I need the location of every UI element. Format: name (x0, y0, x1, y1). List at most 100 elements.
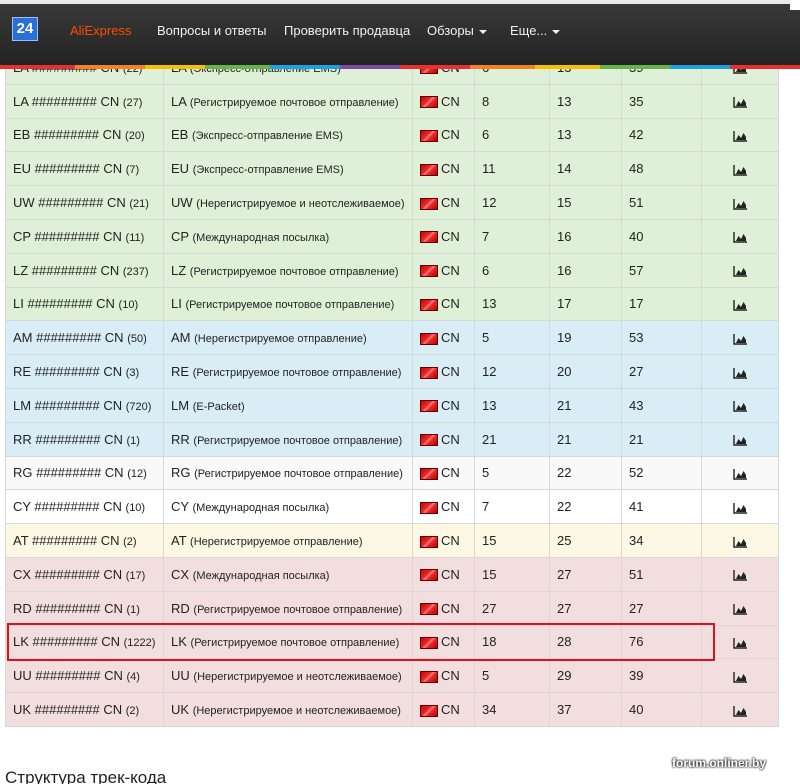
avg-days-cell: 17 (549, 286, 622, 322)
area-chart-icon[interactable] (732, 668, 748, 683)
max-days-cell: 51 (621, 556, 702, 592)
track-count: (4) (126, 671, 140, 684)
nav-questions[interactable]: Вопросы и ответы (157, 23, 267, 38)
shipment-type-desc: (Нерегистрируемое отправление) (194, 333, 367, 346)
country-cell: CN (412, 658, 475, 694)
min-days-cell: 7 (474, 218, 550, 254)
chart-link-cell[interactable] (701, 523, 779, 558)
shipment-type-desc: (Экспресс-отправление EMS) (191, 130, 343, 143)
country-code: CN (441, 161, 460, 177)
area-chart-icon[interactable] (732, 533, 748, 548)
chart-link-cell[interactable] (701, 421, 779, 457)
table-row: CP ######### CN (11) CP (Международная по… (5, 218, 779, 254)
track-count: (7) (125, 164, 140, 177)
track-code: AT ######### CN (13, 533, 120, 549)
area-chart-icon[interactable] (732, 161, 748, 176)
area-chart-icon[interactable] (732, 398, 748, 413)
area-chart-icon[interactable] (732, 263, 748, 278)
track-code-cell: RR ######### CN (1) (5, 421, 164, 457)
area-chart-icon[interactable] (732, 364, 748, 379)
shipment-type-cell: CY (Международная посылка) (163, 489, 413, 525)
min-days-cell: 21 (474, 421, 550, 457)
china-flag-icon (420, 535, 438, 548)
country-cell: CN (412, 455, 475, 491)
max-days-cell: 57 (621, 252, 702, 288)
chart-link-cell[interactable] (701, 387, 779, 423)
avg-days-cell: 22 (549, 489, 622, 525)
shipment-type-code: CP (171, 228, 189, 244)
area-chart-icon[interactable] (732, 296, 748, 311)
track-code: EB ######### CN (13, 127, 122, 143)
country-cell: CN (412, 489, 475, 525)
track-count: (10) (118, 299, 139, 312)
shipment-type-code: AM (171, 330, 191, 346)
chart-link-cell[interactable] (701, 658, 779, 694)
table-row: LI ######### CN (10) LI (Регистрируемое п… (5, 286, 779, 322)
table-row: CY ######### CN (10) CY (Международная по… (5, 489, 779, 525)
country-code: CN (441, 93, 460, 109)
area-chart-icon[interactable] (732, 702, 748, 717)
chart-link-cell[interactable] (701, 286, 779, 322)
china-flag-icon (420, 704, 438, 717)
shipment-type-code: LA (171, 93, 187, 109)
min-days-cell: 27 (474, 590, 550, 626)
chart-link-cell[interactable] (701, 151, 779, 187)
area-chart-icon[interactable] (732, 634, 748, 649)
track-code-cell: RD ######### CN (1) (5, 590, 164, 626)
chart-link-cell[interactable] (701, 320, 779, 356)
shipment-type-desc: (Международная посылка) (192, 569, 330, 582)
area-chart-icon[interactable] (732, 229, 748, 244)
area-chart-icon[interactable] (732, 465, 748, 480)
china-flag-icon (420, 332, 438, 345)
area-chart-icon[interactable] (732, 499, 748, 514)
shipment-type-desc: (E-Packet) (192, 400, 245, 413)
chart-link-cell[interactable] (701, 489, 779, 525)
track-code-cell: LI ######### CN (10) (5, 286, 164, 322)
country-cell: CN (412, 218, 475, 254)
chart-link-cell[interactable] (701, 556, 779, 592)
area-chart-icon[interactable] (732, 601, 748, 616)
site-logo[interactable]: 24 (12, 17, 38, 41)
color-strip (0, 65, 800, 69)
track-code: CP ######### CN (13, 228, 122, 244)
min-days-cell: 15 (474, 556, 550, 592)
country-code: CN (441, 127, 460, 143)
nav-aliexpress[interactable]: AliExpress (70, 23, 132, 38)
area-chart-icon[interactable] (732, 330, 748, 345)
area-chart-icon[interactable] (732, 567, 748, 582)
chart-link-cell[interactable] (701, 692, 779, 727)
track-count: (2) (123, 536, 137, 549)
area-chart-icon[interactable] (732, 195, 748, 210)
shipment-type-code: CY (171, 499, 189, 515)
area-chart-icon[interactable] (732, 432, 748, 447)
chart-link-cell[interactable] (701, 218, 779, 254)
track-count: (50) (127, 333, 147, 346)
top-navbar: 24 AliExpress Вопросы и ответы Проверить… (0, 0, 800, 66)
track-code: RR ######### CN (13, 431, 123, 447)
chart-link-cell[interactable] (701, 590, 779, 626)
track-code-cell: LM ######### CN (720) (5, 387, 164, 423)
china-flag-icon (420, 197, 438, 210)
shipment-type-code: RG (171, 465, 191, 481)
track-code: RG ######### CN (13, 465, 124, 481)
chart-link-cell[interactable] (701, 624, 779, 660)
nav-reviews-label: Обзоры (427, 23, 474, 38)
avg-days-cell: 28 (549, 624, 622, 660)
chart-link-cell[interactable] (701, 117, 779, 153)
country-cell: CN (412, 421, 475, 457)
chart-link-cell[interactable] (701, 455, 779, 491)
area-chart-icon[interactable] (732, 94, 748, 109)
area-chart-icon[interactable] (732, 127, 748, 142)
chart-link-cell[interactable] (701, 252, 779, 288)
shipment-type-desc: (Регистрируемое почтовое отправление) (194, 468, 403, 481)
country-cell: CN (412, 286, 475, 322)
chart-link-cell[interactable] (701, 185, 779, 220)
nav-more-dropdown[interactable]: Еще... (510, 22, 561, 40)
max-days-cell: 48 (621, 151, 702, 187)
chart-link-cell[interactable] (701, 354, 779, 389)
nav-check-seller[interactable]: Проверить продавца (284, 23, 411, 38)
nav-reviews-dropdown[interactable]: Обзоры (427, 22, 487, 40)
min-days-cell: 7 (474, 489, 550, 525)
max-days-cell: 21 (621, 421, 702, 457)
chart-link-cell[interactable] (701, 83, 779, 119)
